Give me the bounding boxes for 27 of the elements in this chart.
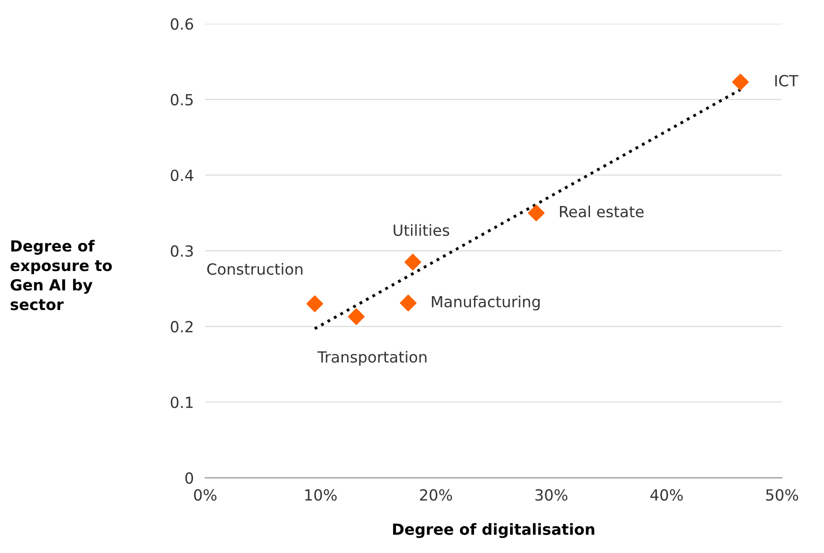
annotation: Utilities [394,224,450,236]
y-tick-label: 0.5 [170,94,193,106]
x-tick-label: 50% [766,489,798,501]
annotation: Real estate [560,206,644,218]
point [528,204,545,222]
point [732,74,749,90]
annotation: Construction [207,263,302,275]
x-tick-label: 10% [305,489,337,501]
point [348,308,365,325]
y-tick-label: 0.4 [170,170,194,182]
annotation: Transportation [317,350,426,366]
y-tick-label: 0 [185,472,194,484]
y-tick-label: 0.1 [170,396,193,408]
annotation: ICT [775,74,798,86]
y-tick-label: 0.3 [170,245,193,257]
y-tick-label: 0.2 [170,320,193,332]
x-tick-label: 40% [650,489,683,501]
point [306,295,324,312]
point [400,294,417,312]
y-tick-label: 0.6 [170,18,194,30]
x-tick-label: 20% [420,489,452,501]
x-tick-label: 0% [194,489,216,501]
annotation: Manufacturing [432,296,540,310]
point [404,254,422,270]
y-axis-title: Degree of exposure to Gen AI by sector [10,240,112,310]
x-axis-title: Degree of digitalisation [393,523,594,538]
x-tick-label: 30% [535,489,568,501]
